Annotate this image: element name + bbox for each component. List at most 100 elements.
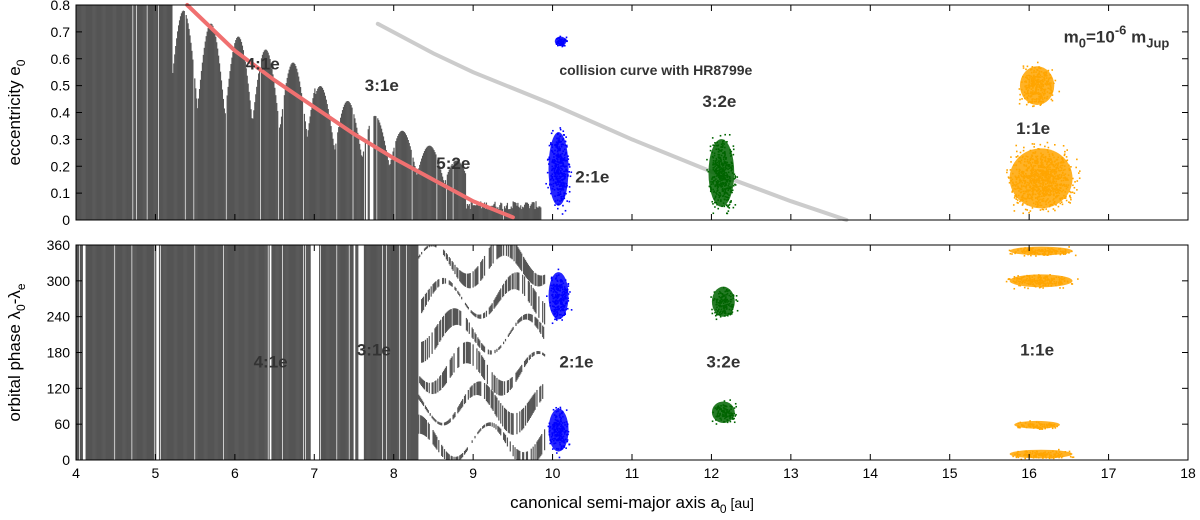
chaotic-streak xyxy=(442,176,444,220)
cluster-point xyxy=(1070,165,1072,168)
y-tick-label: 180 xyxy=(47,345,71,361)
chaotic-streak xyxy=(162,5,164,220)
island-streak xyxy=(543,275,545,285)
chaotic-streak xyxy=(308,245,310,460)
chaotic-streak xyxy=(393,245,395,460)
chaotic-streak xyxy=(91,245,93,460)
island-streak xyxy=(491,390,493,410)
chaotic-streak xyxy=(263,50,265,220)
island-streak xyxy=(420,415,422,434)
chaotic-streak xyxy=(132,245,134,460)
chaotic-streak xyxy=(471,202,473,220)
island-streak xyxy=(443,422,446,426)
chaotic-streak xyxy=(110,5,112,220)
chaotic-streak xyxy=(111,5,113,220)
island-streak xyxy=(525,313,528,320)
cluster-point xyxy=(1015,156,1018,158)
chaotic-streak xyxy=(410,245,412,460)
cluster-point xyxy=(566,439,569,441)
cluster-point xyxy=(1051,94,1054,96)
resonance-label: 3:2e xyxy=(706,352,740,371)
cluster-point xyxy=(1033,105,1035,107)
cluster-point xyxy=(726,421,729,424)
chaotic-streak xyxy=(122,245,124,460)
chaotic-streak xyxy=(237,245,239,460)
chaotic-streak xyxy=(115,245,117,460)
chaotic-streak xyxy=(329,245,331,460)
chaotic-streak xyxy=(293,245,295,460)
chaotic-streak xyxy=(475,205,477,220)
chaotic-streak xyxy=(207,245,209,460)
cluster-point xyxy=(1054,144,1056,146)
chaotic-streak xyxy=(511,208,513,220)
chaotic-streak xyxy=(335,143,337,220)
chaotic-streak xyxy=(297,72,299,220)
chaotic-streak xyxy=(192,245,194,460)
island-streak xyxy=(442,277,444,285)
cluster-point xyxy=(735,413,737,416)
cluster-point xyxy=(1019,93,1021,96)
island-streak xyxy=(453,308,455,326)
chaotic-streak xyxy=(96,245,99,460)
island-streak xyxy=(476,267,478,285)
cluster-point xyxy=(1008,249,1011,252)
island-streak xyxy=(469,273,471,289)
island-streak xyxy=(533,351,535,356)
chaotic-streak xyxy=(214,245,216,460)
chaotic-streak xyxy=(123,5,125,220)
chaotic-streak xyxy=(158,5,161,220)
chaotic-streak xyxy=(412,245,414,460)
chaotic-streak xyxy=(277,111,279,220)
chaotic-streak xyxy=(408,245,410,460)
cluster-point xyxy=(734,184,737,186)
chaotic-streak xyxy=(387,160,389,220)
cluster-point xyxy=(562,134,565,136)
chaotic-streak xyxy=(104,245,106,460)
chaotic-streak xyxy=(323,245,326,460)
island-streak xyxy=(521,409,523,431)
island-streak xyxy=(532,287,534,309)
chaotic-streak xyxy=(218,245,221,460)
chaotic-streak xyxy=(369,245,371,460)
chaotic-streak xyxy=(448,169,450,220)
chaotic-streak xyxy=(151,245,153,460)
chaotic-streak xyxy=(388,165,390,220)
x-tick-label: 18 xyxy=(1180,465,1196,481)
island-streak xyxy=(420,377,422,385)
island-streak xyxy=(535,292,537,314)
island-streak xyxy=(520,251,522,270)
chaotic-streak xyxy=(226,245,228,460)
island-streak xyxy=(530,397,532,417)
chaotic-streak xyxy=(347,245,349,460)
island-streak xyxy=(441,444,443,456)
cluster-point xyxy=(568,186,571,188)
island-streak xyxy=(475,334,477,343)
cluster-1-1e xyxy=(1005,246,1079,461)
chaotic-streak xyxy=(149,5,151,220)
y-tick-label: 120 xyxy=(47,380,71,396)
cluster-point xyxy=(564,44,566,47)
cluster-point xyxy=(729,312,732,315)
y-tick-label: 240 xyxy=(47,309,71,325)
chaotic-streak xyxy=(413,161,415,220)
chaotic-streak xyxy=(401,130,404,220)
cluster-point xyxy=(726,212,729,215)
chaotic-streak xyxy=(357,245,359,460)
cluster-point xyxy=(1036,61,1039,64)
island-streak xyxy=(466,305,468,309)
island-streak xyxy=(446,311,448,331)
island-streak xyxy=(478,338,480,347)
cluster-point xyxy=(1065,199,1068,202)
island-streak xyxy=(538,296,540,318)
island-streak xyxy=(433,431,435,446)
chaotic-streak xyxy=(401,130,403,220)
cluster-point xyxy=(556,452,558,454)
y-tick-label: 0 xyxy=(62,212,70,228)
island-streak xyxy=(442,317,444,338)
chaotic-streak xyxy=(150,5,152,220)
chaotic-streak xyxy=(440,169,442,220)
chaotic-streak xyxy=(177,245,179,460)
cluster-point xyxy=(1018,284,1020,287)
chaotic-streak xyxy=(191,50,193,221)
cluster-point xyxy=(1062,253,1065,255)
